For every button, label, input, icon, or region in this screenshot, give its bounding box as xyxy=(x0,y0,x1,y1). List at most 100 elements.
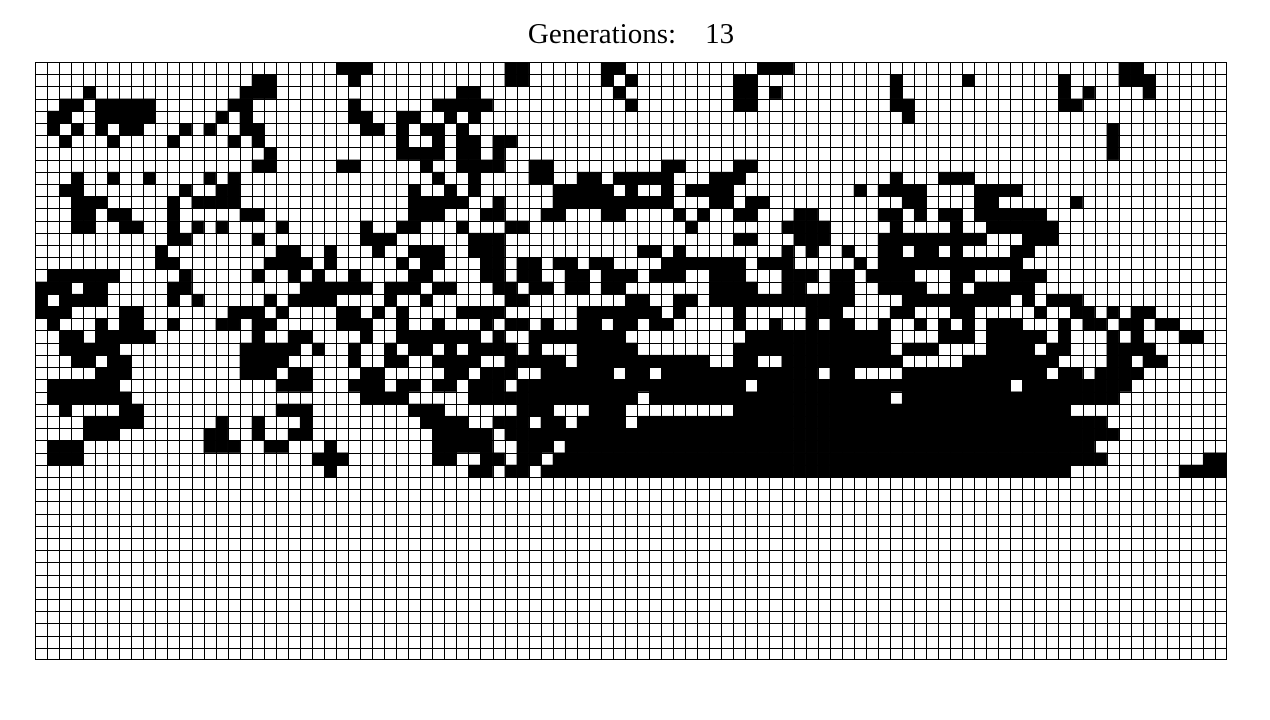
live-cell[interactable] xyxy=(492,196,505,209)
live-cell[interactable] xyxy=(889,232,903,246)
live-cell[interactable] xyxy=(540,403,554,417)
live-cell[interactable] xyxy=(95,98,108,112)
live-cell[interactable] xyxy=(1058,330,1071,343)
live-cell[interactable] xyxy=(709,379,722,392)
live-cell[interactable] xyxy=(588,306,602,319)
live-cell[interactable] xyxy=(950,428,963,441)
live-cell[interactable] xyxy=(757,464,770,478)
live-cell[interactable] xyxy=(1058,74,1071,87)
live-cell[interactable] xyxy=(877,245,891,258)
live-cell[interactable] xyxy=(372,391,385,405)
live-cell[interactable] xyxy=(1094,391,1107,405)
live-cell[interactable] xyxy=(986,281,999,295)
live-cell[interactable] xyxy=(287,257,301,270)
live-cell[interactable] xyxy=(649,245,662,258)
live-cell[interactable] xyxy=(649,318,662,331)
live-cell[interactable] xyxy=(492,269,505,282)
live-cell[interactable] xyxy=(745,293,758,307)
live-cell[interactable] xyxy=(119,354,132,368)
live-cell[interactable] xyxy=(733,391,746,405)
live-cell[interactable] xyxy=(986,452,999,466)
live-cell[interactable] xyxy=(348,281,361,295)
live-cell[interactable] xyxy=(805,452,818,466)
live-cell[interactable] xyxy=(865,354,879,368)
live-cell[interactable] xyxy=(745,196,758,209)
live-cell[interactable] xyxy=(781,330,794,343)
live-cell[interactable] xyxy=(59,342,72,356)
live-cell[interactable] xyxy=(528,403,541,417)
live-cell[interactable] xyxy=(673,428,686,441)
live-cell[interactable] xyxy=(637,464,650,478)
live-cell[interactable] xyxy=(251,74,265,87)
live-cell[interactable] xyxy=(600,379,614,392)
live-cell[interactable] xyxy=(1034,464,1047,478)
live-cell[interactable] xyxy=(817,403,830,417)
live-cell[interactable] xyxy=(1010,367,1023,380)
live-cell[interactable] xyxy=(588,440,602,453)
live-cell[interactable] xyxy=(360,330,373,343)
live-cell[interactable] xyxy=(420,208,433,221)
live-cell[interactable] xyxy=(540,464,554,478)
live-cell[interactable] xyxy=(998,391,1011,405)
live-cell[interactable] xyxy=(504,135,517,148)
live-cell[interactable] xyxy=(721,171,734,185)
live-cell[interactable] xyxy=(444,184,457,197)
live-cell[interactable] xyxy=(528,257,541,270)
live-cell[interactable] xyxy=(1034,232,1047,246)
live-cell[interactable] xyxy=(1010,184,1023,197)
live-cell[interactable] xyxy=(1058,379,1071,392)
live-cell[interactable] xyxy=(805,269,818,282)
live-cell[interactable] xyxy=(131,330,144,343)
live-cell[interactable] xyxy=(950,391,963,405)
live-cell[interactable] xyxy=(83,342,96,356)
live-cell[interactable] xyxy=(588,354,602,368)
life-grid-board[interactable] xyxy=(35,62,1227,660)
live-cell[interactable] xyxy=(564,269,578,282)
live-cell[interactable] xyxy=(263,147,277,160)
live-cell[interactable] xyxy=(889,464,903,478)
live-cell[interactable] xyxy=(962,452,975,466)
live-cell[interactable] xyxy=(962,293,975,307)
live-cell[interactable] xyxy=(913,184,927,197)
live-cell[interactable] xyxy=(480,257,493,270)
live-cell[interactable] xyxy=(47,318,60,331)
live-cell[interactable] xyxy=(600,257,614,270)
live-cell[interactable] xyxy=(83,415,96,429)
live-cell[interactable] xyxy=(889,257,903,270)
live-cell[interactable] xyxy=(962,367,975,380)
live-cell[interactable] xyxy=(528,452,541,466)
live-cell[interactable] xyxy=(733,415,746,429)
live-cell[interactable] xyxy=(649,391,662,405)
live-cell[interactable] xyxy=(950,269,963,282)
live-cell[interactable] xyxy=(107,415,120,429)
live-cell[interactable] xyxy=(781,281,794,295)
live-cell[interactable] xyxy=(938,171,951,185)
live-cell[interactable] xyxy=(624,354,638,368)
live-cell[interactable] xyxy=(263,159,277,173)
live-cell[interactable] xyxy=(624,184,638,197)
live-cell[interactable] xyxy=(588,379,602,392)
live-cell[interactable] xyxy=(877,464,891,478)
live-cell[interactable] xyxy=(974,391,987,405)
live-cell[interactable] xyxy=(901,415,915,429)
live-cell[interactable] xyxy=(745,208,758,221)
live-cell[interactable] xyxy=(1106,123,1119,136)
live-cell[interactable] xyxy=(1010,269,1023,282)
live-cell[interactable] xyxy=(1154,318,1168,331)
live-cell[interactable] xyxy=(697,428,710,441)
live-cell[interactable] xyxy=(71,379,84,392)
live-cell[interactable] xyxy=(492,452,505,466)
live-cell[interactable] xyxy=(1022,281,1035,295)
live-cell[interactable] xyxy=(697,184,710,197)
live-cell[interactable] xyxy=(612,354,626,368)
live-cell[interactable] xyxy=(552,367,566,380)
live-cell[interactable] xyxy=(516,220,529,234)
live-cell[interactable] xyxy=(396,318,409,331)
live-cell[interactable] xyxy=(576,464,590,478)
live-cell[interactable] xyxy=(661,440,674,453)
live-cell[interactable] xyxy=(348,74,361,87)
live-cell[interactable] xyxy=(841,367,855,380)
live-cell[interactable] xyxy=(299,293,313,307)
live-cell[interactable] xyxy=(1034,220,1047,234)
live-cell[interactable] xyxy=(853,391,867,405)
